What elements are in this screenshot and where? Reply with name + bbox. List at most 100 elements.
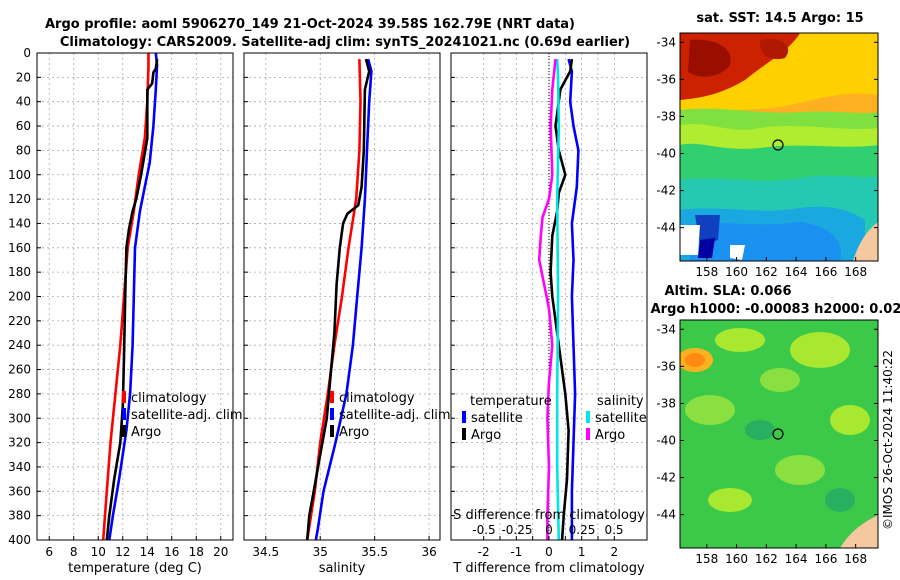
y-tick-label: 100 — [8, 168, 31, 182]
x-tick-label: 10 — [91, 545, 106, 559]
x-tick-label: 8 — [70, 545, 78, 559]
y-tick-label: 400 — [8, 533, 31, 547]
map-x-tick-label: 160 — [725, 265, 748, 279]
map-y-tick-label: -40 — [656, 433, 676, 447]
map-y-tick-label: -34 — [656, 322, 676, 336]
y-tick-label: 220 — [8, 314, 31, 328]
series-line-satellite-adj-clim — [314, 58, 373, 541]
map-x-tick-label: 166 — [814, 552, 837, 566]
legend-label-satellite: satellite — [471, 411, 523, 426]
map-x-tick-label: 166 — [814, 265, 837, 279]
y-tick-label: 20 — [16, 70, 31, 84]
y-tick-label: 300 — [8, 411, 31, 425]
legend-swatch-satellite — [462, 411, 466, 423]
series-line-salinity-argo — [537, 58, 557, 540]
map-x-tick-label: 164 — [785, 265, 808, 279]
y-tick-label: 240 — [8, 338, 31, 352]
y-tick-label: 60 — [16, 119, 31, 133]
x-tick-label: 0 — [545, 545, 553, 559]
legend-label-sal_satellite: satellite — [595, 411, 647, 426]
legend-label-sal_argo: Argo — [595, 428, 625, 443]
y-tick-label: 340 — [8, 460, 31, 474]
sst-argo-marker — [772, 139, 784, 151]
map-y-tick-label: -34 — [656, 35, 676, 49]
sla-argo-marker — [772, 428, 784, 440]
map-x-tick-label: 158 — [695, 265, 718, 279]
legend-swatch-climatology — [122, 391, 126, 403]
s-axis-tick-label: -0.25 — [501, 523, 532, 537]
map-x-tick-label: 168 — [844, 265, 867, 279]
legend-label-climatology: climatology — [131, 391, 207, 406]
x-tick-label: 35.5 — [361, 545, 388, 559]
sla-map-field — [680, 320, 878, 548]
map-x-tick-label: 168 — [844, 552, 867, 566]
legend-label-satellite: satellite-adj. clim — [131, 408, 243, 423]
legend-swatch-satellite — [122, 408, 126, 420]
legend-label-argo: Argo — [471, 428, 501, 443]
map-y-tick-label: -40 — [656, 146, 676, 160]
series-line-argo — [105, 58, 159, 541]
series-line-salinity-satellite — [555, 59, 561, 541]
map-x-tick-label: 162 — [755, 265, 778, 279]
s-axis-tick-label: -0.5 — [472, 523, 495, 537]
imos-stamp: ©IMOS 26-Oct-2024 11:40:22 — [881, 350, 895, 530]
difference-panel: -2 -1 0 1 2 T difference from climatology temp… — [450, 52, 648, 576]
sla-map-frame — [679, 319, 879, 549]
legend-swatch-sal_argo — [586, 428, 590, 440]
map-x-tick-label: 160 — [725, 552, 748, 566]
s-axis-tick-label: 0 — [545, 523, 553, 537]
map-x-tick-label: 158 — [695, 552, 718, 566]
y-tick-label: 320 — [8, 436, 31, 450]
series-line-argo — [305, 58, 371, 541]
s-axis-tick-label: 0.25 — [569, 523, 596, 537]
x-tick-label: 14 — [140, 545, 155, 559]
salinity-panel: 34.5 35 35.5 36 salinity climatology satellite… — [243, 52, 451, 576]
x-tick-label: 20 — [213, 545, 228, 559]
legend-label-argo: Argo — [131, 425, 161, 440]
s-axis-tick-label: 0.5 — [604, 523, 623, 537]
x-tick-label: 1 — [578, 545, 586, 559]
y-tick-label: 40 — [16, 95, 31, 109]
x-tick-label: 12 — [115, 545, 130, 559]
sst-map-frame — [679, 32, 879, 262]
map-x-tick-label: 162 — [755, 552, 778, 566]
series-line-climatology — [305, 59, 362, 541]
x-tick-label: 2 — [611, 545, 619, 559]
y-tick-label: 280 — [8, 387, 31, 401]
legend-swatch-argo — [462, 428, 466, 440]
map-y-tick-label: -44 — [656, 508, 676, 522]
legend-title-salinity: salinity — [597, 394, 644, 409]
sst-map-field — [680, 33, 878, 261]
s-axis-title: S difference from climatology — [453, 508, 645, 523]
legend-label-argo: Argo — [339, 425, 369, 440]
sst-map-title: sat. SST: 14.5 Argo: 15 — [696, 11, 863, 26]
sla-map-title-line-2: Argo h1000: -0.00083 h2000: 0.02 — [651, 302, 900, 317]
map-y-tick-label: -36 — [656, 359, 676, 373]
map-y-tick-label: -38 — [656, 109, 676, 123]
x-tick-label: 16 — [164, 545, 179, 559]
x-tick-label: 34.5 — [252, 545, 279, 559]
y-tick-label: 260 — [8, 363, 31, 377]
y-tick-label: 140 — [8, 216, 31, 230]
map-y-tick-label: -42 — [656, 184, 676, 198]
y-tick-label: 180 — [8, 265, 31, 279]
legend-swatch-satellite — [330, 408, 334, 420]
map-x-tick-label: 164 — [785, 552, 808, 566]
map-axes: 158 160 162 164 166 168 -34 -36 -38 -40 -42 -44 158 1… — [656, 35, 878, 566]
legend-label-climatology: climatology — [339, 391, 415, 406]
y-tick-label: 0 — [23, 46, 31, 60]
series-line-satellite-adj-clim — [108, 52, 159, 541]
title-line-1: Argo profile: aoml 5906270_149 21-Oct-20… — [45, 17, 575, 32]
legend-swatch-argo — [122, 425, 126, 437]
map-y-tick-label: -44 — [656, 221, 676, 235]
x-tick-label: 18 — [189, 545, 204, 559]
map-y-tick-label: -38 — [656, 396, 676, 410]
x-tick-label: 35 — [313, 545, 328, 559]
map-y-tick-label: -42 — [656, 471, 676, 485]
series-line-temperature-satellite — [567, 58, 580, 540]
temperature-panel: 6 8 10 12 14 16 18 20 temperature (deg C) 0 20 40 60… — [8, 46, 243, 576]
title-line-2: Climatology: CARS2009. Satellite-adj cli… — [60, 35, 630, 50]
y-tick-label: 380 — [8, 509, 31, 523]
x-tick-label: -2 — [478, 545, 490, 559]
